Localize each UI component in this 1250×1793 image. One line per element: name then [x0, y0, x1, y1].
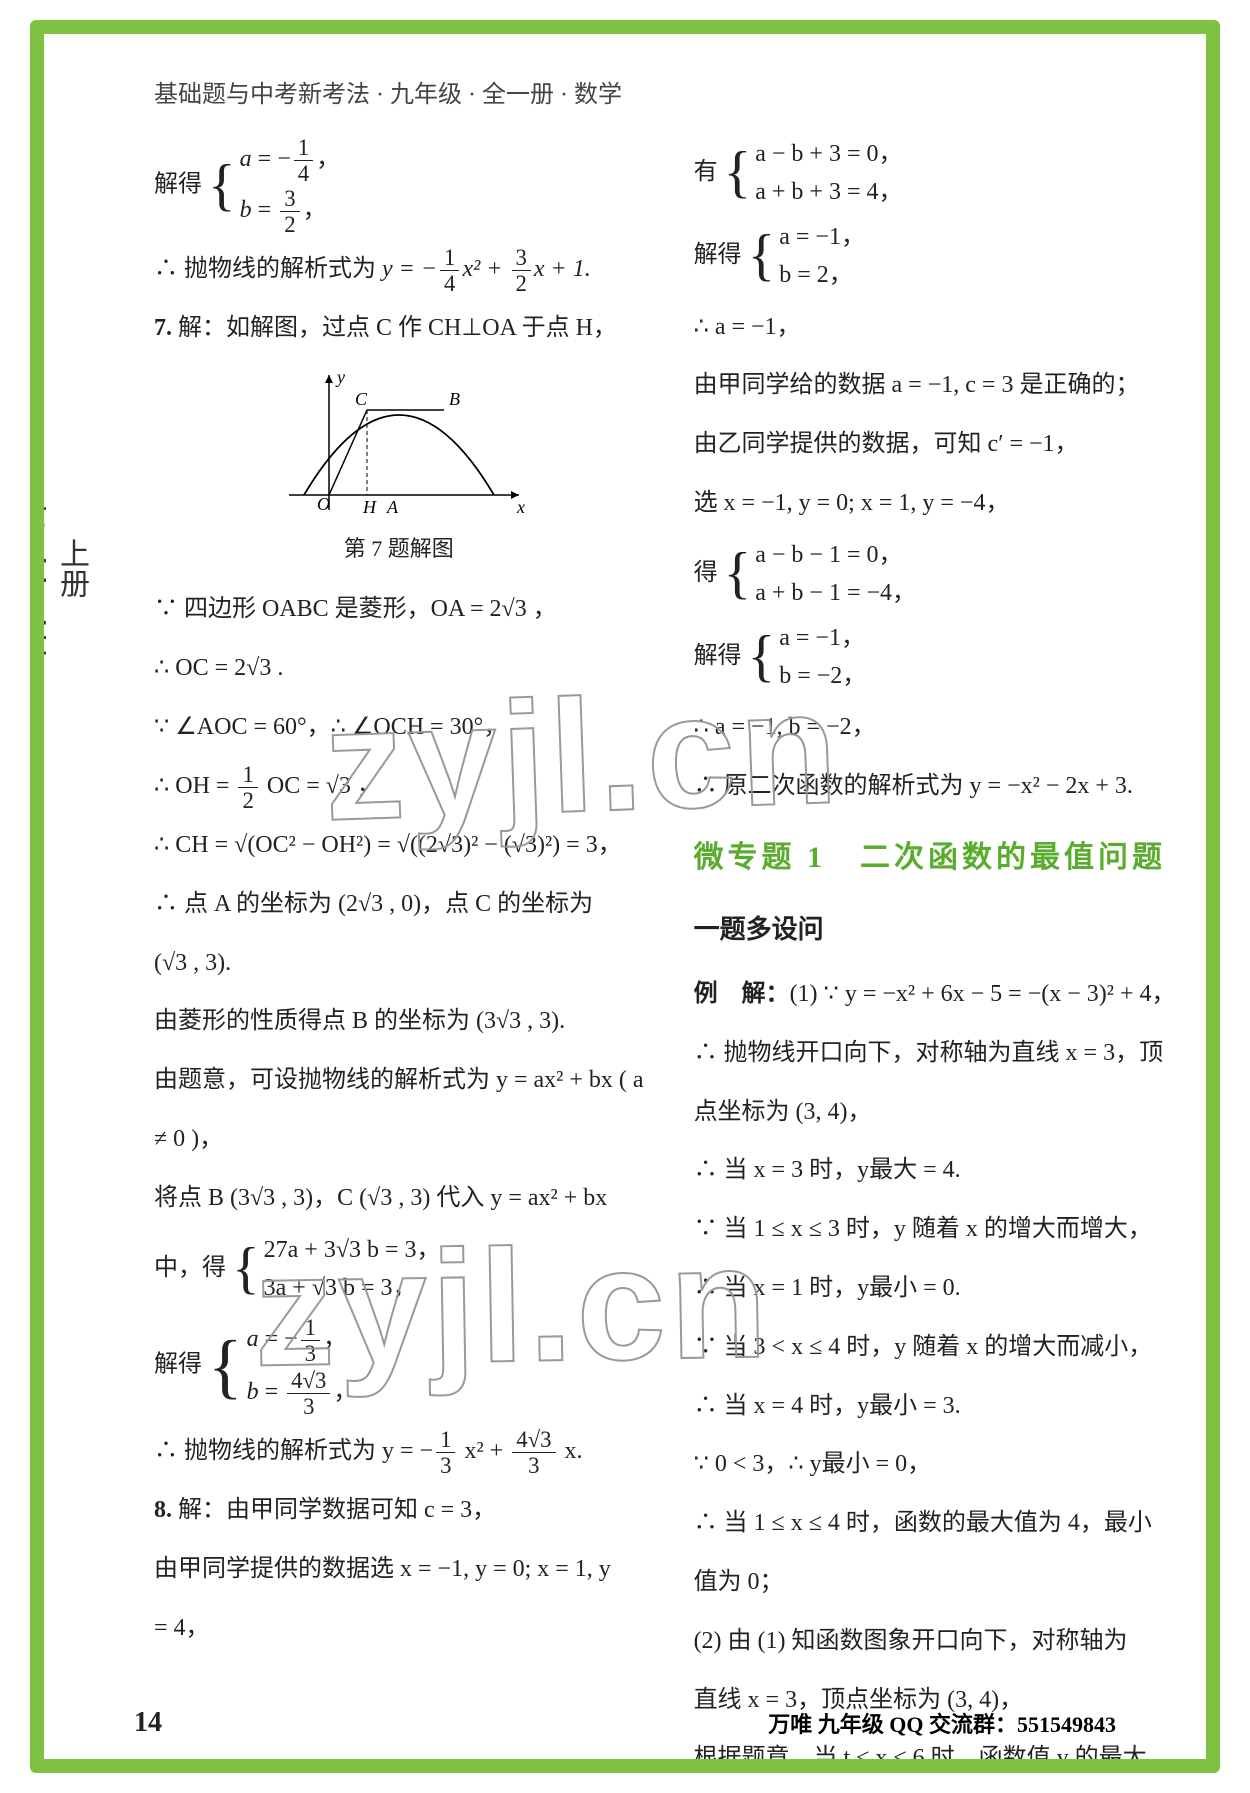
page-header: 基础题与中考新考法 · 九年级 · 全一册 · 数学 [154, 74, 1146, 109]
sys3: 有 { a − b + 3 = 0， a + b + 3 = 4， [694, 135, 1176, 212]
q8-l2: 由甲同学提供的数据选 x = −1, y = 0; x = 1, y [154, 1543, 644, 1596]
ex4: ∴ 当 x = 3 时，y最大 = 4. [694, 1144, 1176, 1197]
r4: 选 x = −1, y = 0; x = 1, y = −4， [694, 477, 1176, 530]
r3: 由乙同学提供的数据，可知 c′ = −1， [694, 418, 1176, 471]
svg-text:y: y [335, 367, 345, 387]
ex3: 点坐标为 (3, 4)， [694, 1086, 1176, 1139]
sys4-res: 解得 { a = −1， b = −2， [694, 619, 1176, 696]
svg-text:O: O [317, 494, 330, 514]
ex11: 值为 0； [694, 1556, 1176, 1609]
fig7-svg: O H A C B x y [269, 365, 529, 525]
sys4: 得 { a − b − 1 = 0， a + b − 1 = −4， [694, 536, 1176, 613]
q7-line: 7. 解：如解图，过点 C 作 CH⊥OA 于点 H， [154, 302, 644, 355]
l10: ≠ 0 )， [154, 1113, 644, 1166]
ex5: ∵ 当 1 ≤ x ≤ 3 时，y 随着 x 的增大而增大， [694, 1203, 1176, 1256]
vtab-line1: 上册 [50, 504, 92, 631]
ex8: ∴ 当 x = 4 时，y最小 = 3. [694, 1380, 1176, 1433]
ex9: ∵ 0 < 3，∴ y最小 = 0， [694, 1438, 1176, 1491]
green-heading: 微专题 1 二次函数的最值问题 [694, 825, 1176, 891]
ex2: ∴ 抛物线开口向下，对称轴为直线 x = 3，顶 [694, 1027, 1176, 1080]
right-column: 有 { a − b + 3 = 0， a + b + 3 = 4， 解得 { a… [694, 129, 1176, 1773]
vtab-line2: 第二十二章 [30, 504, 50, 659]
sys1: 解得 { a = −14， b = 32， [154, 135, 644, 237]
svg-text:C: C [355, 389, 368, 409]
left-column: 解得 { a = −14， b = 32， ∴ 抛物线的解析式为 y = −14… [154, 129, 644, 1773]
parabola2: ∴ 抛物线的解析式为 y = −13 x² + 4√33 x. [154, 1425, 644, 1478]
ex12: (2) 由 (1) 知函数图象开口向下，对称轴为 [694, 1615, 1176, 1668]
page-footer: 14 万唯 九年级 QQ 交流群：551549843 [134, 1707, 1116, 1739]
solve-label: 解得 [154, 172, 202, 198]
l5: ∴ CH = √(OC² − OH²) = √((2√3)² − (√3)²) … [154, 819, 644, 872]
l11: 将点 B (3√3 , 3)，C (√3 , 3) 代入 y = ax² + b… [154, 1172, 644, 1225]
page-number: 14 [134, 1707, 162, 1739]
ex-line1: 例 解：(1) ∵ y = −x² + 6x − 5 = −(x − 3)² +… [694, 968, 1176, 1021]
sys2: 解得 { a = −13， b = 4√33， [154, 1313, 644, 1419]
svg-text:B: B [449, 389, 460, 409]
r6: ∴ 原二次函数的解析式为 y = −x² − 2x + 3. [694, 760, 1176, 813]
q8-num: 8. [154, 1497, 178, 1523]
q8-l1: 8. 解：由甲同学数据可知 c = 3， [154, 1484, 644, 1537]
l3: ∵ ∠AOC = 60°，∴ ∠OCH = 30°， [154, 701, 644, 754]
svg-text:x: x [516, 497, 525, 517]
l2: ∴ OC = 2√3 . [154, 642, 644, 695]
ex10: ∴ 当 1 ≤ x ≤ 4 时，函数的最大值为 4，最小 [694, 1497, 1176, 1550]
ex6: ∴ 当 x = 1 时，y最小 = 0. [694, 1262, 1176, 1315]
l9: 由题意，可设抛物线的解析式为 y = ax² + bx ( a [154, 1054, 644, 1107]
r5: ∴ a = −1, b = −2， [694, 701, 1176, 754]
q8-l3: = 4， [154, 1602, 644, 1655]
fig7-caption: 第 7 题解图 [154, 525, 644, 573]
r2: 由甲同学给的数据 a = −1, c = 3 是正确的； [694, 359, 1176, 412]
footer-text: 万唯 九年级 QQ 交流群：551549843 [768, 1707, 1116, 1739]
vertical-tab: 上册 第二十二章 [56, 504, 92, 659]
sys3-res: 解得 { a = −1， b = 2， [694, 218, 1176, 295]
page-frame: 基础题与中考新考法 · 九年级 · 全一册 · 数学 上册 第二十二章 解得 {… [30, 20, 1220, 1773]
l4: ∴ OH = 12 OC = √3 ， [154, 760, 644, 813]
svg-text:A: A [386, 497, 399, 517]
figure-7: O H A C B x y 第 7 题解图 [154, 365, 644, 573]
l8: 由菱形的性质得点 B 的坐标为 (3√3 , 3). [154, 995, 644, 1048]
content-columns: 解得 { a = −14， b = 32， ∴ 抛物线的解析式为 y = −14… [104, 129, 1146, 1773]
ex7: ∵ 当 3 < x ≤ 4 时，y 随着 x 的增大而减小， [694, 1321, 1176, 1374]
parabola1: ∴ 抛物线的解析式为 y = −14x² + 32x + 1. [154, 243, 644, 296]
l6: ∴ 点 A 的坐标为 (2√3 , 0)，点 C 的坐标为 [154, 878, 644, 931]
l7: (√3 , 3). [154, 937, 644, 990]
svg-text:H: H [362, 497, 377, 517]
l12: 中，得 { 27a + 3√3 b = 3， 3a + √3 b = 3， [154, 1231, 644, 1308]
l1: ∵ 四边形 OABC 是菱形，OA = 2√3 ， [154, 583, 644, 636]
r1: ∴ a = −1， [694, 301, 1176, 354]
sub-heading: 一题多设问 [694, 901, 1176, 958]
q7-num: 7. [154, 315, 178, 341]
